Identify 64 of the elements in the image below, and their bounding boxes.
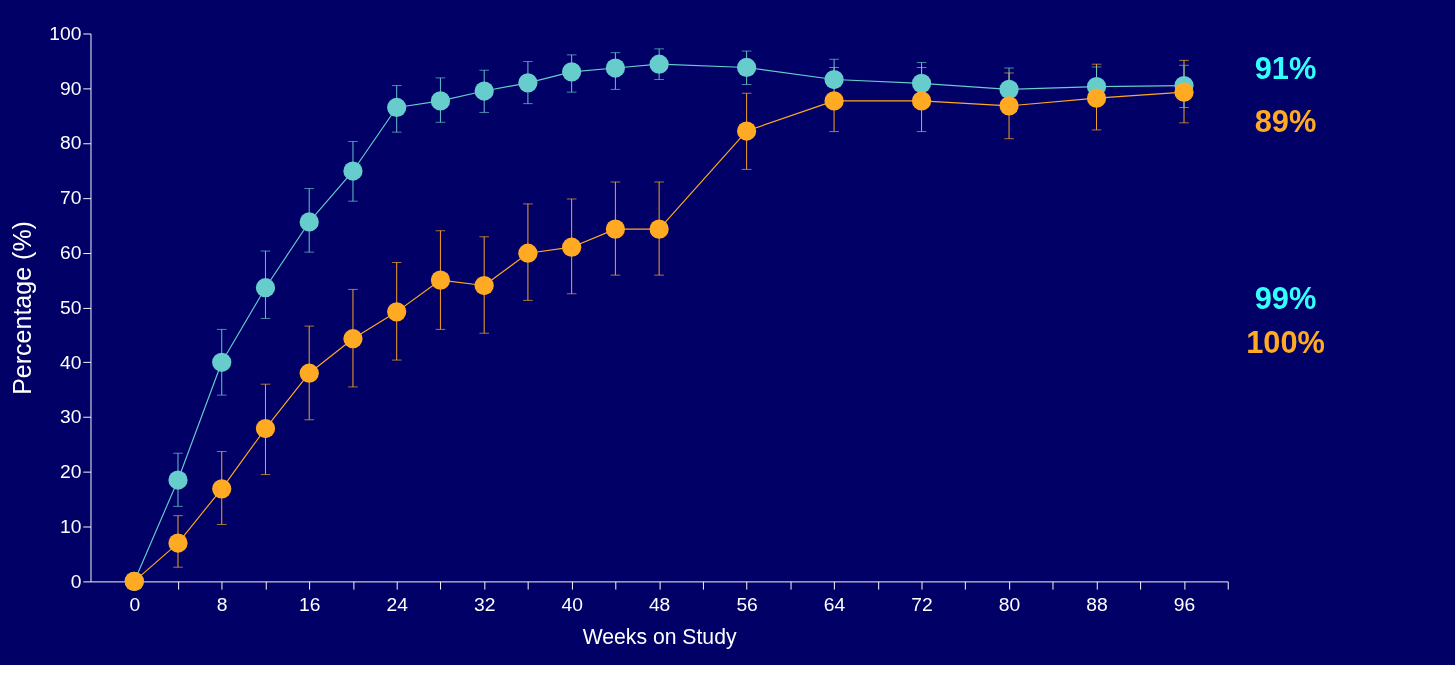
x-tick-label: 64	[823, 593, 846, 615]
point	[736, 57, 757, 78]
y-tick-label: 0	[70, 570, 82, 592]
point	[824, 69, 844, 90]
y-tick-label: 40	[59, 351, 82, 373]
y-tick-label: 70	[59, 187, 82, 209]
point	[387, 97, 407, 118]
point	[474, 81, 494, 101]
point	[430, 91, 451, 111]
text: 91%	[1254, 50, 1317, 86]
point	[562, 237, 582, 257]
point	[518, 73, 538, 93]
point	[343, 161, 363, 181]
x-tick-label: 32	[473, 593, 496, 615]
x-tick-label: 24	[386, 593, 409, 615]
text: 99%	[1254, 280, 1317, 316]
text: 89%	[1254, 103, 1317, 139]
x-tick-label: 88	[1086, 593, 1108, 615]
x-tick-label: 48	[648, 593, 671, 615]
point	[343, 329, 363, 349]
point	[299, 212, 319, 232]
x-tick-label: 8	[216, 593, 228, 615]
x-tick-label: 40	[561, 593, 583, 615]
x-tick-label: 16	[298, 593, 321, 615]
x-axis-title: Weeks on Study	[582, 625, 737, 650]
point	[299, 363, 319, 383]
y-tick-label: 10	[59, 515, 82, 537]
point	[911, 91, 932, 111]
text: 100%	[1246, 325, 1325, 361]
point	[649, 54, 669, 74]
point	[605, 219, 626, 239]
point	[562, 62, 582, 82]
point	[999, 79, 1019, 100]
y-tick-label: 60	[59, 241, 82, 263]
point	[999, 96, 1019, 116]
point	[430, 270, 451, 290]
x-tick-label: 56	[736, 593, 758, 615]
point	[212, 479, 232, 499]
x-tick-label: 96	[1173, 593, 1196, 615]
point	[1086, 88, 1107, 108]
point	[1174, 82, 1194, 102]
y-tick-label: 50	[59, 296, 82, 318]
y-tick-label: 100	[49, 22, 82, 44]
x-tick-label: 0	[129, 593, 141, 615]
point	[911, 73, 932, 93]
point	[387, 302, 407, 322]
point	[605, 58, 626, 78]
point	[824, 91, 844, 111]
point	[649, 219, 669, 239]
point	[736, 121, 757, 141]
point	[518, 243, 538, 263]
point	[168, 533, 188, 553]
y-tick-label: 80	[59, 132, 82, 154]
y-tick-label: 90	[59, 77, 82, 99]
point	[168, 470, 188, 490]
y-tick-label: 30	[59, 406, 82, 428]
x-tick-label: 80	[998, 593, 1021, 615]
y-tick-label: 20	[59, 461, 82, 483]
point	[212, 352, 232, 372]
x-tick-label: 72	[911, 593, 933, 615]
point	[255, 278, 276, 298]
point	[474, 275, 494, 296]
y-axis-title: Percentage (%)	[7, 221, 36, 395]
point	[255, 418, 276, 439]
